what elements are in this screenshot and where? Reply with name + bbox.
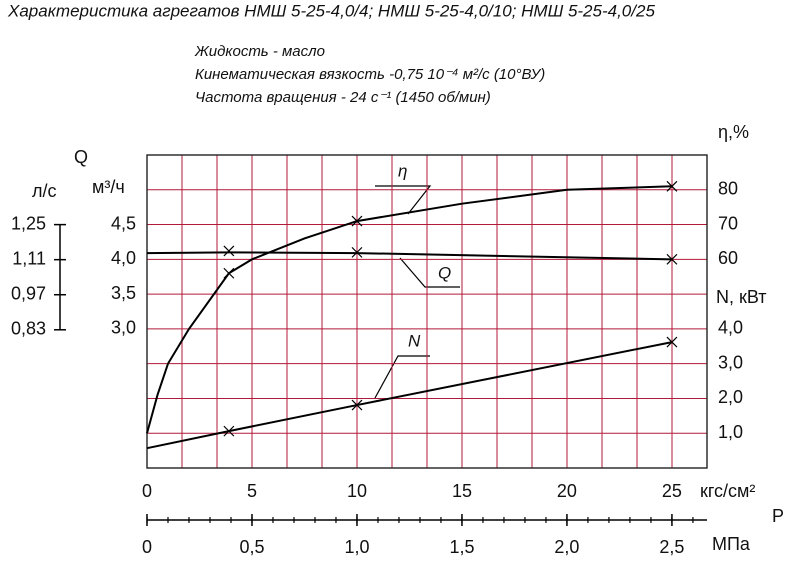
- y-symbol: Q: [74, 147, 88, 167]
- curve-label: Q: [438, 263, 451, 282]
- subtitle: Кинематическая вязкость -0,75 10⁻⁴ м²/с …: [195, 66, 545, 83]
- x2-tick-label: 0,5: [239, 537, 264, 557]
- x2-tick-label: 1,0: [344, 537, 369, 557]
- x2-tick-label: 0: [142, 537, 152, 557]
- point-marker: [666, 180, 678, 192]
- y2-tick-label: 60: [718, 248, 738, 268]
- curve-label: η: [398, 161, 407, 180]
- y2-tick-label: 70: [718, 213, 738, 233]
- lps-tick-label: 1,25: [11, 213, 46, 233]
- plot-frame: [146, 154, 708, 469]
- y3-tick-label: 3,0: [718, 352, 743, 372]
- x-symbol: P: [772, 506, 784, 526]
- x-tick-label: 10: [347, 481, 367, 501]
- point-marker: [223, 267, 235, 279]
- subtitle: Жидкость - масло: [194, 43, 325, 60]
- y3-axis-label: N, кВт: [716, 287, 767, 307]
- series-line: [146, 251, 672, 261]
- series-line: [146, 341, 673, 450]
- lps-tick-label: 0,83: [11, 319, 46, 339]
- series-line: [146, 185, 672, 434]
- point-marker: [223, 245, 235, 257]
- y2-axis-label: η,%: [718, 122, 749, 142]
- point-marker: [666, 336, 678, 348]
- x2-tick-label: 2,5: [659, 537, 684, 557]
- lps-tick-label: 1,11: [12, 248, 46, 268]
- y2-tick-label: 80: [718, 179, 738, 199]
- point-marker: [351, 215, 363, 227]
- y-tick-label: 4,5: [111, 213, 136, 233]
- subtitle: Частота вращения - 24 с⁻¹ (1450 об/мин): [195, 89, 491, 106]
- y3-tick-label: 4,0: [718, 318, 743, 338]
- point-marker: [351, 246, 363, 258]
- point-marker: [666, 253, 678, 265]
- point-marker: [351, 399, 363, 411]
- y3-tick-label: 1,0: [718, 422, 743, 442]
- leader-line: [399, 257, 460, 288]
- y3-tick-label: 2,0: [718, 387, 743, 407]
- x-tick-label: 5: [247, 481, 257, 501]
- curve-label: N: [408, 331, 421, 350]
- x2-axis-label: МПа: [712, 534, 751, 554]
- point-marker: [223, 425, 235, 437]
- lps-label: л/с: [32, 181, 57, 201]
- x-tick-label: 0: [142, 481, 152, 501]
- x-tick-label: 15: [452, 481, 472, 501]
- y-axis-label: м³/ч: [92, 177, 125, 197]
- chart-title: Характеристика агрегатов НМШ 5-25-4,0/4;…: [7, 1, 655, 20]
- x-tick-label: 20: [557, 481, 577, 501]
- x2-tick-label: 1,5: [449, 537, 474, 557]
- x2-tick-label: 2,0: [554, 537, 579, 557]
- y-tick-label: 3,0: [111, 318, 136, 338]
- x-axis-label: кгс/см²: [700, 481, 755, 501]
- x-tick-label: 25: [662, 481, 682, 501]
- leader-line: [374, 355, 430, 399]
- leader-line: [375, 185, 432, 215]
- y-tick-label: 3,5: [111, 283, 136, 303]
- y-tick-label: 4,0: [111, 248, 136, 268]
- lps-tick-label: 0,97: [11, 283, 46, 303]
